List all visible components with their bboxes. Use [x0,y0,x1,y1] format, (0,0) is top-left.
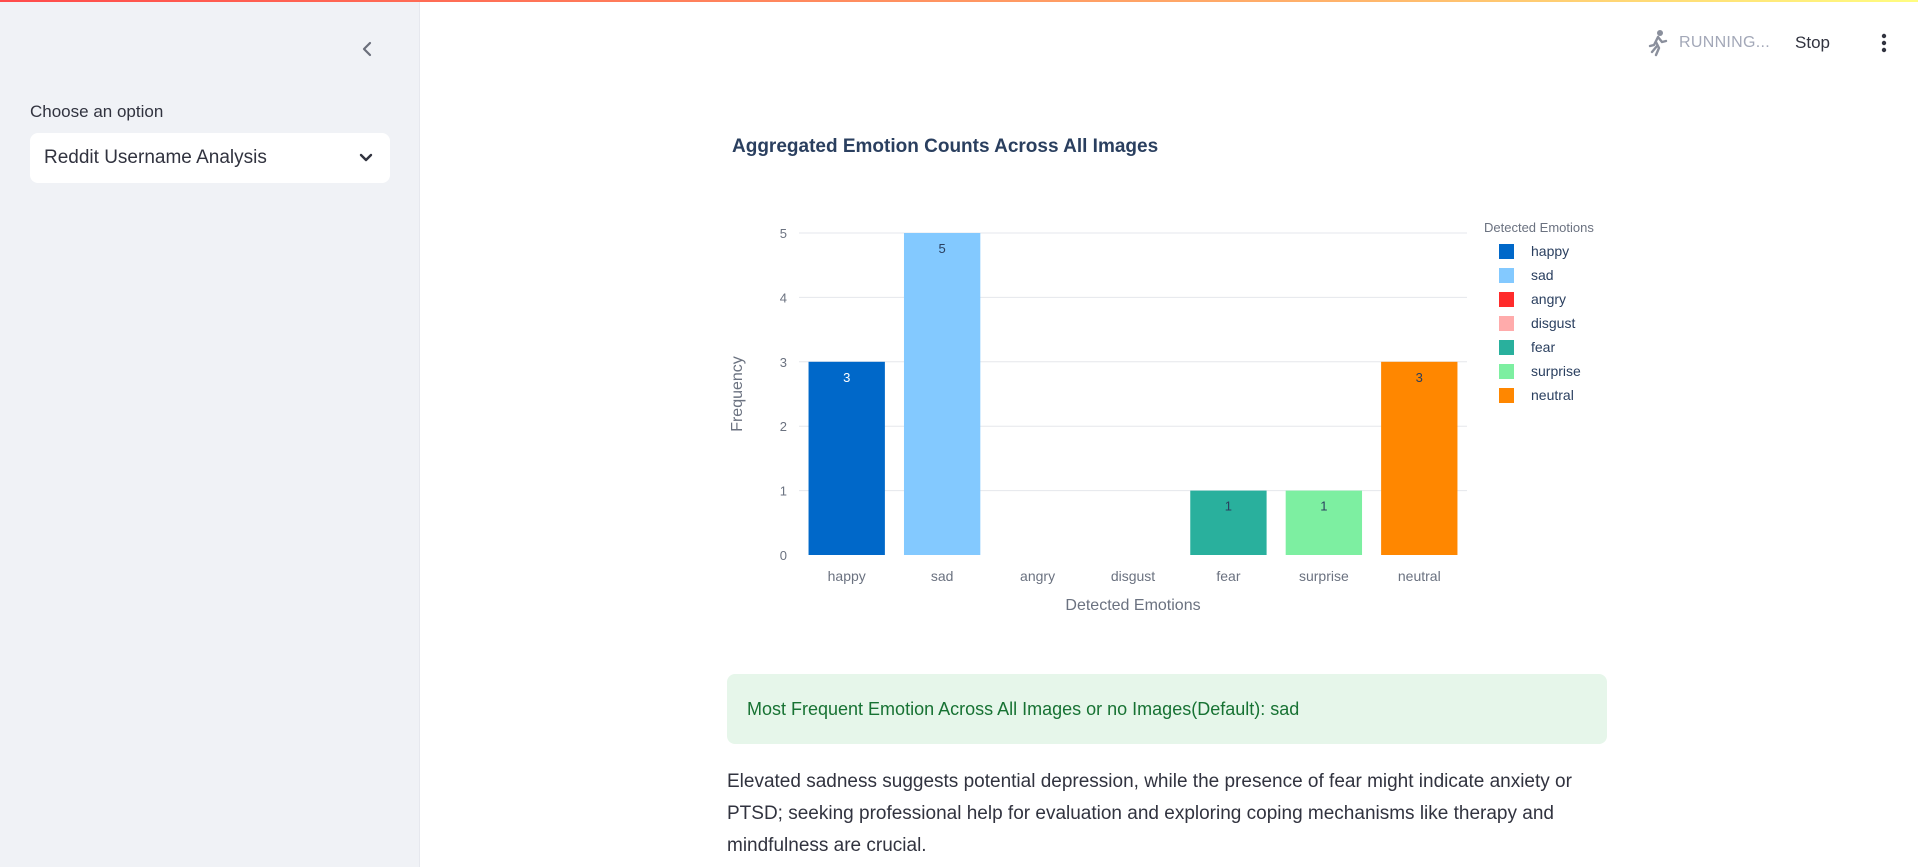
emotion-bar-chart: 0 1 2 3 4 5 3 happy 5 sad angry disgust 1 fear 1 surpri… [729,220,1594,614]
select-value: Reddit Username Analysis [44,147,267,168]
result-success-alert: Most Frequent Emotion Across All Images … [727,674,1607,744]
x-tick-label: happy [828,568,866,584]
running-status-text: RUNNING... [1679,34,1771,51]
bar-surprise [1285,490,1363,555]
select-label: Choose an option [30,102,164,121]
legend-label-disgust: disgust [1531,315,1575,331]
y-tick-label: 2 [780,419,787,434]
stop-button[interactable]: Stop [1795,33,1830,52]
bar-value-label: 5 [939,241,946,256]
x-tick-label: disgust [1111,568,1155,584]
legend-swatch-surprise [1499,364,1514,379]
legend-swatch-fear [1499,340,1514,355]
y-tick-label: 3 [780,355,787,370]
legend-swatch-happy [1499,244,1514,259]
legend-label-neutral: neutral [1531,387,1574,403]
more-vertical-icon [1881,33,1887,53]
collapse-sidebar-button[interactable] [354,36,380,62]
legend-swatch-neutral [1499,388,1514,403]
sidebar: Choose an option Reddit Username Analysi… [0,0,420,867]
legend-label-angry: angry [1531,291,1566,307]
running-status: RUNNING... [1645,29,1770,57]
legend-label-surprise: surprise [1531,363,1581,379]
x-tick-label: neutral [1398,568,1441,584]
legend-swatch-sad [1499,268,1514,283]
main-menu-button[interactable] [1874,29,1894,57]
bar-sad [903,233,981,555]
bar-happy [808,361,885,555]
x-tick-label: angry [1020,568,1055,584]
x-tick-label: sad [931,568,954,584]
bar-value-label: 1 [1225,499,1232,514]
top-decoration-line [0,0,1918,2]
legend-label-fear: fear [1531,339,1555,355]
result-message: Most Frequent Emotion Across All Images … [747,698,1300,719]
legend-title: Detected Emotions [1484,220,1594,235]
bar-neutral [1381,361,1458,555]
legend-swatch-disgust [1499,316,1514,331]
x-tick-label: surprise [1299,568,1349,584]
analysis-text: Elevated sadness suggests potential depr… [727,771,1572,856]
legend-swatch-angry [1499,292,1514,307]
legend-label-happy: happy [1531,243,1569,259]
bar-value-label: 1 [1320,499,1327,514]
y-tick-label: 5 [780,226,787,241]
x-axis-title: Detected Emotions [1065,597,1200,614]
header-toolbar: RUNNING... Stop [1645,26,1918,60]
option-select[interactable]: Reddit Username Analysis [30,133,390,183]
y-tick-label: 0 [780,548,787,563]
bar-value-label: 3 [1416,370,1423,385]
x-tick-label: fear [1216,568,1240,584]
y-axis-title: Frequency [729,356,746,432]
bar-fear [1190,490,1267,555]
y-tick-label: 4 [780,290,787,305]
legend-label-sad: sad [1531,267,1554,283]
chevron-left-icon [362,41,372,57]
chevron-down-icon [358,149,376,167]
bar-value-label: 3 [843,370,850,385]
y-tick-label: 1 [780,484,787,499]
running-man-icon [1648,30,1668,57]
chart-title: Aggregated Emotion Counts Across All Ima… [732,136,1159,157]
